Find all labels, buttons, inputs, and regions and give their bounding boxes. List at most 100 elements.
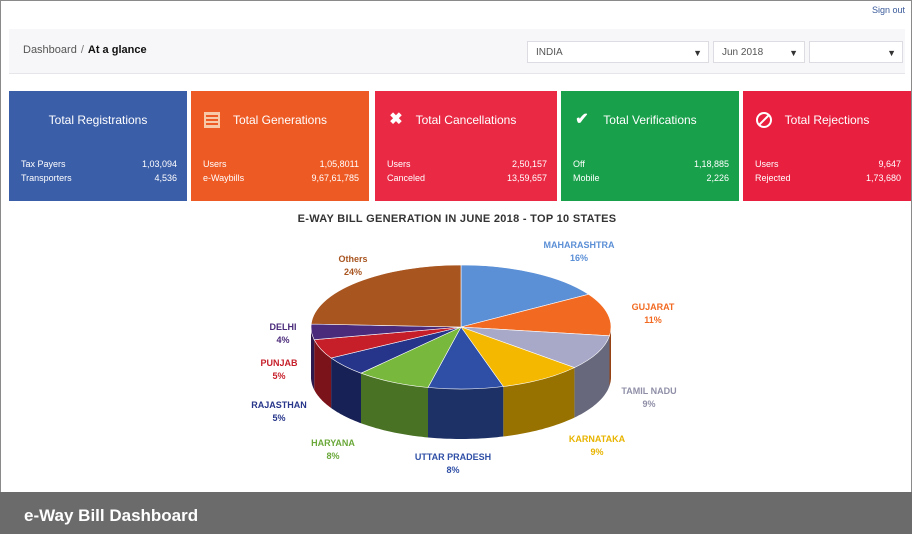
pie-label-name: RAJASTHAN: [251, 400, 307, 410]
card-row-value: 1,03,094: [141, 159, 177, 169]
pie-side-2: [574, 335, 610, 418]
pie-slice-others[interactable]: [310, 264, 462, 328]
pie-side-7: [314, 339, 332, 408]
pie-label-percent: 24%: [343, 267, 362, 277]
card-cancellations: ✖ Total Cancellations Users 2,50,157 Canc…: [375, 91, 557, 201]
pie-label-percent: 8%: [326, 451, 340, 461]
card-row-label: Transporters: [21, 173, 72, 183]
card-row-label: Users: [203, 159, 227, 169]
month-select[interactable]: Jun 2018 ▼: [713, 41, 805, 63]
card-row: Rejected 1,73,680: [755, 173, 901, 183]
breadcrumb: Dashboard / At a glance: [23, 44, 147, 56]
pie-label-maharashtra: MAHARASHTRA 16%: [529, 239, 629, 265]
chevron-down-icon: ▼: [789, 48, 798, 58]
pie-label-rajasthan: RAJASTHAN 5%: [229, 399, 329, 425]
list-icon: [203, 111, 221, 129]
pie-label-uttar-pradesh: UTTAR PRADESH 8%: [403, 451, 503, 477]
pie-label-percent: 16%: [569, 253, 588, 263]
card-row-label: Rejected: [755, 173, 791, 183]
pie-side-1: [609, 327, 611, 386]
card-row-value: 2,50,157: [511, 159, 547, 169]
top-bar: Dashboard / At a glance INDIA ▼ Jun 2018 ▼…: [9, 29, 905, 74]
card-verifications: ✔ Total Verifications Off 1,18,885 Mobile…: [561, 91, 739, 201]
card-row: Mobile 2,226: [573, 173, 729, 183]
card-row-value: 13,59,657: [506, 173, 547, 183]
card-row-value: 9,67,61,785: [311, 173, 359, 183]
pie-label-name: PUNJAB: [260, 358, 298, 368]
card-rejections: Total Rejections Users 9,647 Rejected 1,73…: [743, 91, 911, 201]
breadcrumb-root[interactable]: Dashboard: [23, 44, 77, 56]
card-row-value: 1,73,680: [865, 173, 901, 183]
sign-out-link[interactable]: Sign out: [871, 5, 905, 15]
pie-label-percent: 5%: [272, 371, 286, 381]
pie-side-6: [331, 358, 361, 424]
card-row-label: Users: [755, 159, 779, 169]
pie-chart: [310, 264, 612, 439]
card-row-label: Mobile: [573, 173, 600, 183]
pie-label-name: DELHI: [269, 322, 297, 332]
pie-slice-maharashtra[interactable]: [460, 264, 590, 328]
pie-label-name: HARYANA: [311, 438, 355, 448]
pie-label-others: Others 24%: [303, 253, 403, 279]
card-generations: Total Generations Users 1,05,8011 e-Waybi…: [191, 91, 369, 201]
caption-bar: e-Way Bill Dashboard: [0, 492, 912, 534]
pie-label-delhi: DELHI 4%: [233, 321, 333, 347]
pie-label-name: KARNATAKA: [568, 434, 626, 444]
card-row-value: 2,226: [706, 173, 729, 183]
check-icon: ✔: [575, 111, 589, 128]
card-row-label: Canceled: [387, 173, 426, 183]
card-row-label: Tax Payers: [21, 159, 66, 169]
pie-side-8: [311, 327, 315, 390]
card-registrations: Total Registrations Tax Payers 1,03,094 T…: [9, 91, 187, 201]
close-icon: ✖: [389, 111, 403, 128]
card-row-value: 4,536: [154, 173, 177, 183]
pie-side-4: [428, 386, 504, 439]
pie-label-percent: 8%: [446, 465, 460, 475]
pie-label-name: TAMIL NADU: [621, 386, 677, 396]
pie-label-percent: 5%: [272, 413, 286, 423]
pie-label-name: UTTAR PRADESH: [414, 452, 492, 462]
state-select[interactable]: INDIA ▼: [527, 41, 709, 63]
card-row: Tax Payers 1,03,094: [21, 159, 177, 169]
breadcrumb-separator: /: [80, 44, 84, 56]
ban-icon: [755, 111, 773, 129]
pie-label-name: Others: [338, 254, 368, 264]
card-row-value: 9,647: [878, 159, 901, 169]
chevron-down-icon: ▼: [693, 48, 702, 58]
pie-label-percent: 4%: [276, 335, 290, 345]
month-select-value: Jun 2018: [722, 47, 764, 58]
pie-label-percent: 9%: [590, 447, 604, 457]
pie-slice-gujarat[interactable]: [460, 293, 612, 337]
card-row: Users 2,50,157: [387, 159, 547, 169]
caption-text: e-Way Bill Dashboard: [24, 506, 199, 525]
card-row-value: 1,18,885: [693, 159, 729, 169]
card-row: Users 9,647: [755, 159, 901, 169]
pie-label-punjab: PUNJAB 5%: [229, 357, 329, 383]
third-select[interactable]: ▼: [809, 41, 903, 63]
pie-label-haryana: HARYANA 8%: [283, 437, 383, 463]
pie-side-3: [503, 367, 575, 437]
pie-label-tamil-nadu: TAMIL NADU 9%: [599, 385, 699, 411]
card-title: Total Cancellations: [415, 113, 517, 127]
chart-title: E-WAY BILL GENERATION IN JUNE 2018 - TOP…: [297, 213, 617, 225]
pie-side-5: [361, 373, 428, 438]
pie-slice-karnataka[interactable]: [460, 326, 576, 387]
pie-slice-tamil-nadu[interactable]: [460, 326, 610, 368]
state-select-value: INDIA: [536, 47, 563, 58]
card-row: Canceled 13,59,657: [387, 173, 547, 183]
card-title: Total Rejections: [784, 113, 870, 127]
pie-label-karnataka: KARNATAKA 9%: [547, 433, 647, 459]
pie-label-name: MAHARASHTRA: [543, 240, 615, 250]
card-row-label: e-Waybills: [203, 173, 245, 183]
pie-label-gujarat: GUJARAT 11%: [603, 301, 703, 327]
card-row-value: 1,05,8011: [319, 159, 359, 169]
pie-label-name: GUJARAT: [631, 302, 675, 312]
card-row: Transporters 4,536: [21, 173, 177, 183]
card-title: Total Registrations: [48, 113, 148, 127]
card-row: e-Waybills 9,67,61,785: [203, 173, 359, 183]
pie-label-percent: 11%: [644, 315, 662, 325]
card-title: Total Generations: [232, 113, 328, 127]
card-title: Total Verifications: [603, 113, 697, 127]
pie-label-percent: 9%: [642, 399, 656, 409]
